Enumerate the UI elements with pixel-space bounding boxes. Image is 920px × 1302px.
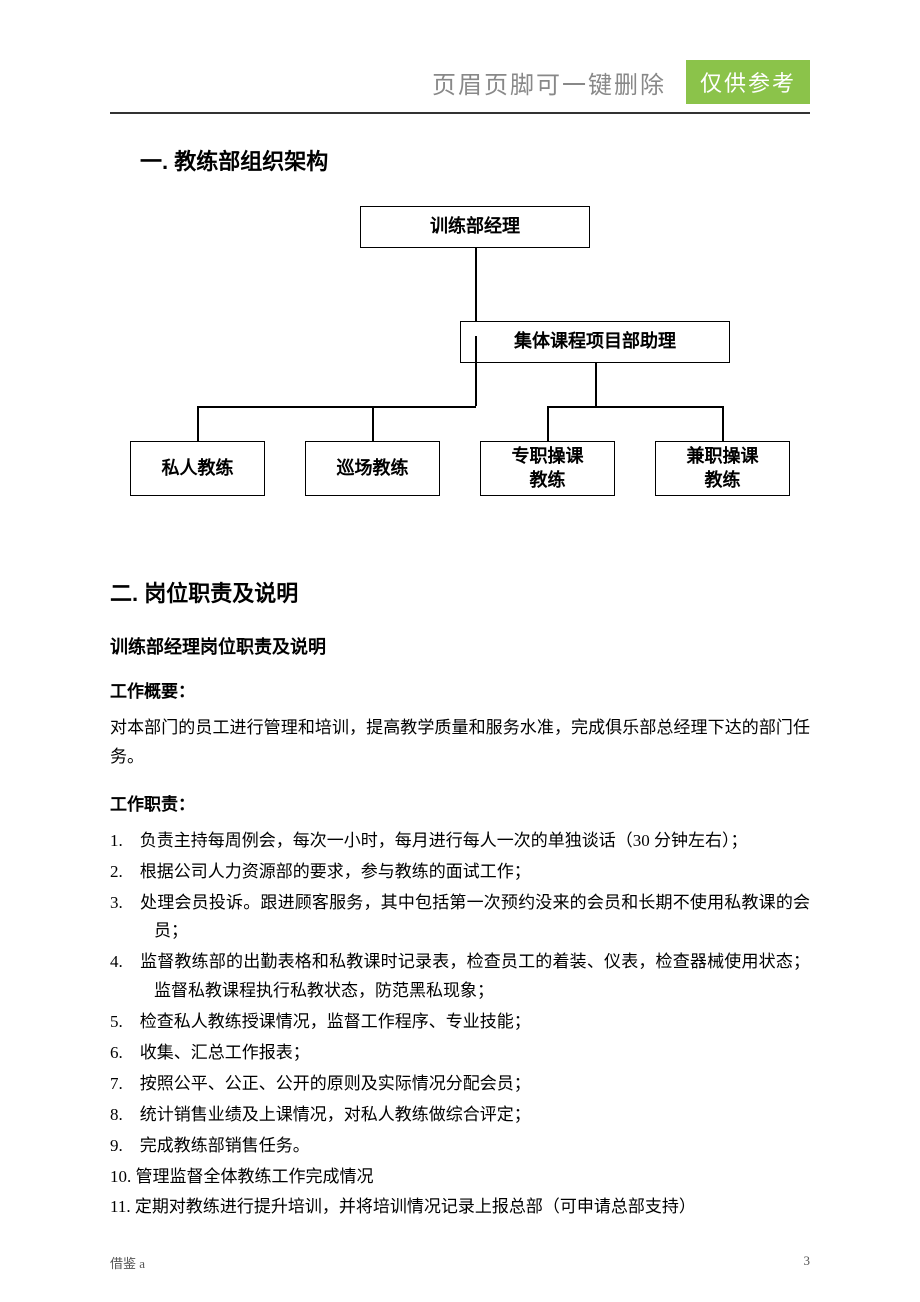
list-text: 收集、汇总工作报表； (140, 1043, 310, 1062)
list-text: 检查私人教练授课情况，监督工作程序、专业技能； (140, 1012, 531, 1031)
org-line (547, 406, 549, 441)
list-num: 1. (110, 831, 140, 850)
org-node-leaf3: 专职操课 教练 (480, 441, 615, 496)
list-item: 8. 统计销售业绩及上课情况，对私人教练做综合评定； (110, 1101, 810, 1130)
list-item: 7. 按照公平、公正、公开的原则及实际情况分配会员； (110, 1070, 810, 1099)
list-text: 处理会员投诉。跟进顾客服务，其中包括第一次预约没来的会员和长期不使用私教课的会员… (140, 893, 810, 941)
list-item: 5. 检查私人教练授课情况，监督工作程序、专业技能； (110, 1008, 810, 1037)
page-container: 页眉页脚可一键删除 仅供参考 一. 教练部组织架构 训练部经理 集体课程项目部助… (0, 0, 920, 1302)
list-item: 6. 收集、汇总工作报表； (110, 1039, 810, 1068)
org-node-label: 专职操课 教练 (512, 445, 584, 492)
list-num: 2. (110, 862, 140, 881)
org-node-label: 训练部经理 (430, 215, 520, 238)
list-item: 1. 负责主持每周例会，每次一小时，每月进行每人一次的单独谈话（30 分钟左右）… (110, 827, 810, 856)
org-node-leaf2: 巡场教练 (305, 441, 440, 496)
list-num: 4. (110, 952, 140, 971)
duties-list: 1. 负责主持每周例会，每次一小时，每月进行每人一次的单独谈话（30 分钟左右）… (110, 827, 810, 1223)
org-line (595, 363, 597, 406)
list-item: 4. 监督教练部的出勤表格和私教课时记录表，检查员工的着装、仪表，检查器械使用状… (110, 948, 810, 1006)
list-item: 9. 完成教练部销售任务。 (110, 1132, 810, 1161)
org-node-label: 兼职操课 教练 (687, 445, 759, 492)
org-line (722, 406, 724, 441)
list-item: 10. 管理监督全体教练工作完成情况 (110, 1163, 810, 1192)
list-item: 11. 定期对教练进行提升培训，并将培训情况记录上报总部（可申请总部支持） (110, 1193, 810, 1222)
overview-label: 工作概要： (110, 677, 810, 702)
page-footer: 借鉴 a 3 (110, 1253, 810, 1272)
footer-left: 借鉴 a (110, 1253, 145, 1272)
list-num: 5. (110, 1012, 140, 1031)
list-num: 7. (110, 1074, 140, 1093)
list-text: 根据公司人力资源部的要求，参与教练的面试工作； (140, 862, 531, 881)
org-line (197, 406, 476, 408)
list-text: 统计销售业绩及上课情况，对私人教练做综合评定； (140, 1105, 531, 1124)
org-node-label: 集体课程项目部助理 (514, 330, 676, 353)
org-line (197, 406, 199, 441)
list-text: 负责主持每周例会，每次一小时，每月进行每人一次的单独谈话（30 分钟左右）； (140, 831, 748, 850)
org-node-leaf1: 私人教练 (130, 441, 265, 496)
org-node-label: 巡场教练 (337, 457, 409, 480)
org-node-assistant: 集体课程项目部助理 (460, 321, 730, 363)
section-1-title: 一. 教练部组织架构 (140, 144, 810, 176)
list-num: 9. (110, 1136, 140, 1155)
list-text: 定期对教练进行提升培训，并将培训情况记录上报总部（可申请总部支持） (135, 1197, 696, 1216)
org-chart: 训练部经理 集体课程项目部助理 私人教练 巡场教练 (110, 206, 810, 526)
section-2-title: 二. 岗位职责及说明 (110, 576, 810, 608)
org-node-root: 训练部经理 (360, 206, 590, 248)
page-header: 页眉页脚可一键删除 仅供参考 (110, 60, 810, 114)
org-line (547, 406, 723, 408)
org-line (475, 336, 477, 406)
list-num: 10. (110, 1167, 136, 1186)
list-item: 2. 根据公司人力资源部的要求，参与教练的面试工作； (110, 858, 810, 887)
list-text: 管理监督全体教练工作完成情况 (136, 1167, 374, 1186)
list-text: 按照公平、公正、公开的原则及实际情况分配会员； (140, 1074, 531, 1093)
header-badge: 仅供参考 (686, 60, 810, 104)
org-node-label: 私人教练 (162, 457, 234, 480)
header-text: 页眉页脚可一键删除 (432, 65, 666, 100)
overview-text: 对本部门的员工进行管理和培训，提高教学质量和服务水准，完成俱乐部总经理下达的部门… (110, 714, 810, 772)
list-num: 11. (110, 1197, 135, 1216)
list-text: 完成教练部销售任务。 (140, 1136, 310, 1155)
list-text: 监督教练部的出勤表格和私教课时记录表，检查员工的着装、仪表，检查器械使用状态；监… (140, 952, 810, 1000)
footer-right: 3 (804, 1253, 811, 1272)
org-line (372, 406, 374, 441)
org-node-leaf4: 兼职操课 教练 (655, 441, 790, 496)
list-item: 3. 处理会员投诉。跟进顾客服务，其中包括第一次预约没来的会员和长期不使用私教课… (110, 889, 810, 947)
list-num: 6. (110, 1043, 140, 1062)
duties-label: 工作职责： (110, 790, 810, 815)
list-num: 3. (110, 893, 140, 912)
list-num: 8. (110, 1105, 140, 1124)
subsection-title: 训练部经理岗位职责及说明 (110, 633, 810, 659)
